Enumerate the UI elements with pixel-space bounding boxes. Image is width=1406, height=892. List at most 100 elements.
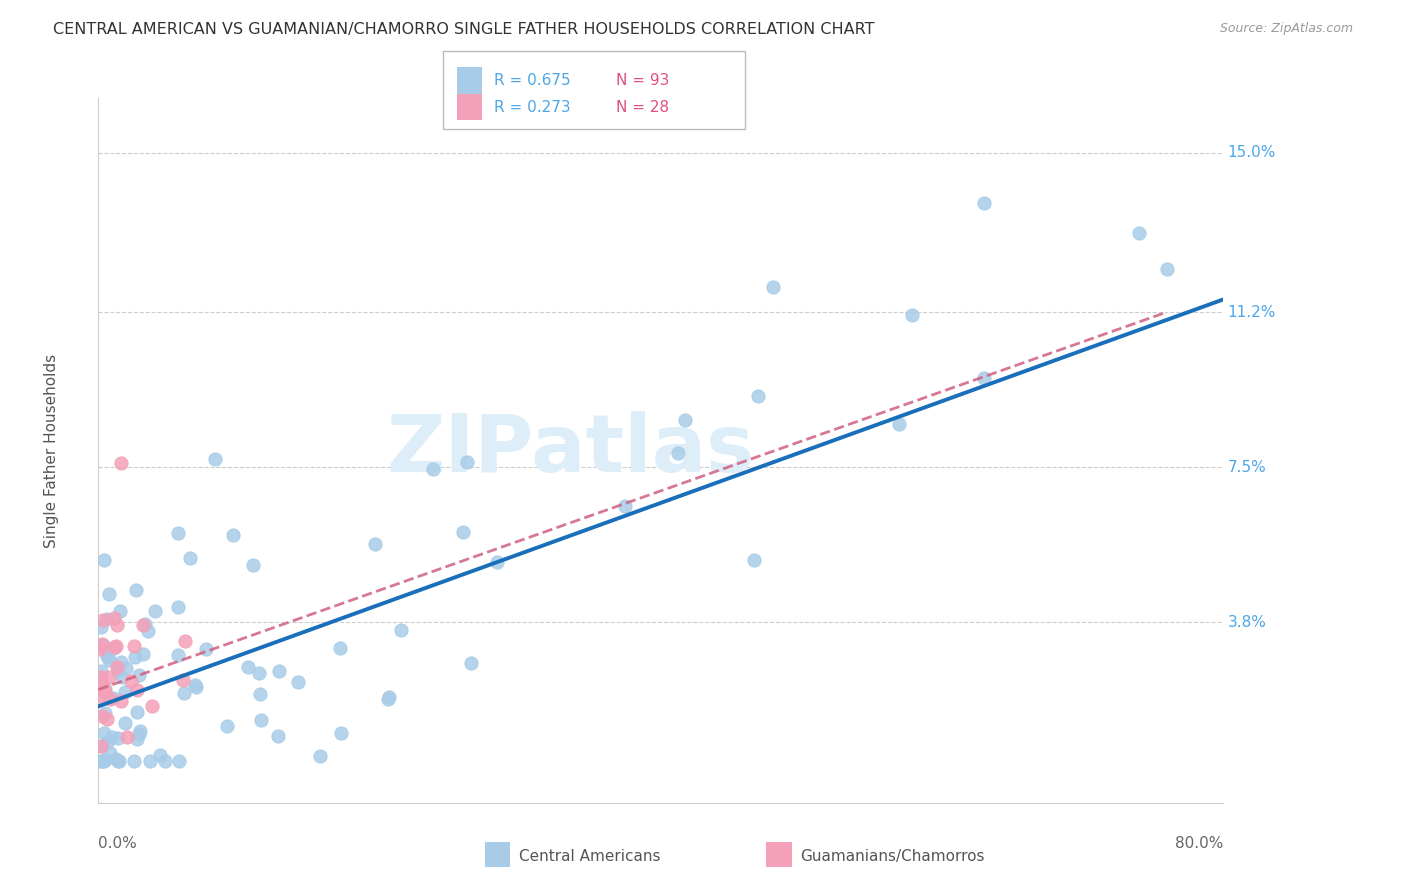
Point xyxy=(125,731,148,746)
Point xyxy=(221,527,243,541)
Point xyxy=(114,661,136,675)
Point xyxy=(127,682,149,697)
Point xyxy=(973,196,995,211)
Point xyxy=(107,731,129,746)
Point xyxy=(101,691,124,706)
Point xyxy=(174,634,197,648)
Point xyxy=(329,640,352,655)
Point xyxy=(103,641,125,656)
Point xyxy=(131,647,153,661)
Point xyxy=(107,664,129,678)
Point xyxy=(172,673,194,688)
Point xyxy=(742,553,765,567)
Point xyxy=(90,754,112,768)
Point xyxy=(105,617,128,632)
Point xyxy=(377,690,399,704)
Text: Source: ZipAtlas.com: Source: ZipAtlas.com xyxy=(1219,22,1353,36)
Point xyxy=(973,371,995,385)
Text: R = 0.273: R = 0.273 xyxy=(494,100,569,114)
Point xyxy=(456,455,478,469)
Text: R = 0.675: R = 0.675 xyxy=(494,73,569,87)
Point xyxy=(1156,261,1178,276)
Point xyxy=(111,670,134,684)
Point xyxy=(132,618,155,632)
Point xyxy=(98,587,121,601)
Point xyxy=(91,677,114,691)
Point xyxy=(614,499,637,513)
Point xyxy=(149,747,172,762)
Point xyxy=(90,665,112,679)
Point xyxy=(122,639,145,653)
Point xyxy=(194,642,217,657)
Point xyxy=(451,525,474,540)
Point xyxy=(120,674,142,689)
Point xyxy=(91,614,114,628)
Point xyxy=(96,612,118,626)
Text: ZIPatlas: ZIPatlas xyxy=(387,411,755,490)
Point xyxy=(98,746,121,760)
Point xyxy=(94,706,117,720)
Point xyxy=(139,754,162,768)
Point xyxy=(1128,226,1150,240)
Point xyxy=(89,690,111,704)
Point xyxy=(249,713,271,727)
Point xyxy=(179,550,201,565)
Point xyxy=(141,698,163,713)
Point xyxy=(134,617,156,632)
Point xyxy=(128,668,150,682)
Point xyxy=(91,739,114,754)
Text: Guamanians/Chamorros: Guamanians/Chamorros xyxy=(800,849,984,863)
Point xyxy=(94,684,117,698)
Point xyxy=(110,456,132,470)
Point xyxy=(167,754,190,768)
Point xyxy=(97,653,120,667)
Point xyxy=(267,729,290,743)
Point xyxy=(107,754,129,768)
Text: Single Father Households: Single Father Households xyxy=(44,353,59,548)
Point xyxy=(249,687,271,701)
Point xyxy=(377,692,399,706)
Point xyxy=(96,650,118,665)
Point xyxy=(129,724,152,739)
Point xyxy=(485,555,508,569)
Point xyxy=(422,461,444,475)
Point xyxy=(97,670,120,684)
Point xyxy=(114,716,136,731)
Text: Central Americans: Central Americans xyxy=(519,849,661,863)
Point xyxy=(267,664,290,678)
Point xyxy=(460,656,482,670)
Point xyxy=(125,583,148,598)
Point xyxy=(110,655,132,669)
Point xyxy=(98,692,121,706)
Point xyxy=(167,526,190,541)
Point xyxy=(90,670,112,684)
Point xyxy=(747,389,769,403)
Text: 80.0%: 80.0% xyxy=(1175,837,1223,851)
Point xyxy=(108,604,131,618)
Point xyxy=(93,681,115,696)
Point xyxy=(217,719,239,733)
Point xyxy=(91,709,114,723)
Point xyxy=(167,648,190,662)
Point xyxy=(94,753,117,767)
Point xyxy=(128,727,150,741)
Point xyxy=(90,637,112,651)
Point xyxy=(124,754,146,768)
Point xyxy=(115,730,138,744)
Point xyxy=(762,280,785,294)
Point xyxy=(330,725,353,739)
Point xyxy=(143,604,166,618)
Point xyxy=(247,665,270,680)
Point xyxy=(184,678,207,692)
Text: 3.8%: 3.8% xyxy=(1227,615,1267,630)
Point xyxy=(90,739,112,753)
Point xyxy=(93,725,115,739)
Text: 11.2%: 11.2% xyxy=(1227,304,1275,319)
Point xyxy=(673,413,696,427)
Point xyxy=(96,648,118,663)
Point xyxy=(389,623,412,637)
Text: 15.0%: 15.0% xyxy=(1227,145,1275,161)
Point xyxy=(110,694,132,708)
Text: 0.0%: 0.0% xyxy=(98,837,138,851)
Text: CENTRAL AMERICAN VS GUAMANIAN/CHAMORRO SINGLE FATHER HOUSEHOLDS CORRELATION CHAR: CENTRAL AMERICAN VS GUAMANIAN/CHAMORRO S… xyxy=(53,22,875,37)
